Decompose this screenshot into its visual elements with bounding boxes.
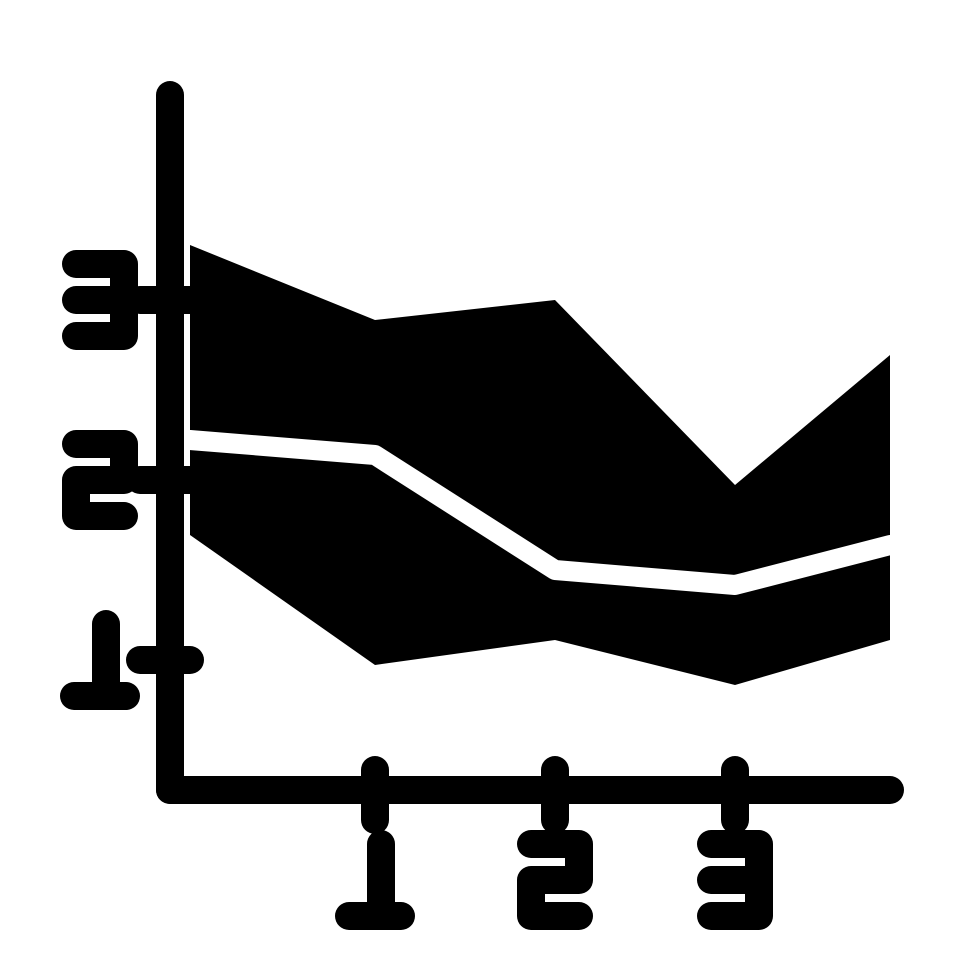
area-chart-glyph: 123123: [0, 0, 980, 980]
x-label-2: 2: [531, 844, 579, 916]
chart-svg: 123123: [0, 0, 980, 980]
x-label-3: 3: [711, 844, 759, 916]
y-label-2: 2: [76, 444, 124, 516]
y-label-3: 3: [76, 264, 124, 336]
